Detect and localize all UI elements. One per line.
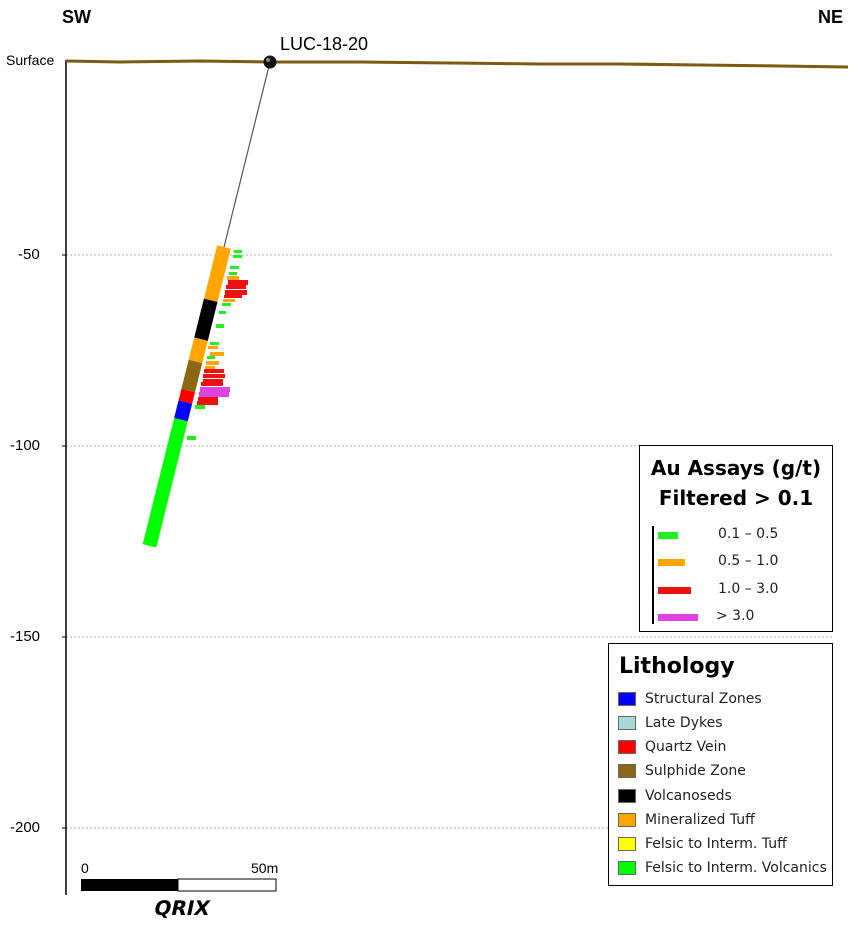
scale-bar-black: [81, 879, 178, 891]
litho-sulphide-zone: [181, 359, 203, 393]
lithology-legend: Lithology Structural Zones Late Dykes Qu…: [608, 643, 833, 886]
tick-label: -200: [10, 819, 41, 836]
lithology-legend-title: Lithology: [619, 654, 735, 679]
tick-label: -100: [10, 437, 41, 454]
assay-bar: [227, 276, 239, 280]
assay-bar: [201, 382, 223, 386]
lithology-legend-item: Sulphide Zone: [618, 763, 828, 781]
assay-swatch-1: [658, 559, 685, 566]
drill-trace: [223, 61, 271, 248]
lithology-legend-label: Felsic to Interm. Volcanics: [645, 860, 827, 876]
assay-legend-item: 0.1 – 0.5: [658, 526, 828, 546]
assay-bar: [210, 352, 224, 356]
lithology-legend-item: Volcanoseds: [618, 788, 828, 806]
surface-line: [65, 59, 849, 69]
surface-label: Surface: [6, 52, 55, 68]
assay-bar: [229, 272, 237, 275]
assay-bar: [204, 369, 224, 373]
litho-swatch-5: [618, 813, 636, 827]
litho-structural-zone: [174, 400, 193, 422]
assay-legend-item: > 3.0: [658, 608, 828, 628]
assay-bar: [198, 397, 218, 401]
assay-bar: [234, 250, 242, 253]
assay-legend: Au Assays (g/t) Filtered > 0.1 0.1 – 0.5…: [639, 445, 833, 632]
assay-bar: [208, 346, 218, 349]
lithology-legend-label: Volcanoseds: [645, 788, 732, 804]
tick-label: -150: [10, 628, 41, 645]
assay-bar: [195, 405, 205, 409]
litho-swatch-7: [618, 861, 636, 875]
assay-bar: [216, 324, 224, 328]
qrix-logo: QRIX: [152, 896, 213, 920]
orientation-left: SW: [62, 7, 91, 27]
assay-bar: [230, 266, 239, 269]
lithology-legend-label: Structural Zones: [645, 691, 762, 707]
assay-swatch-2: [658, 587, 691, 594]
lithology-column: [142, 245, 231, 548]
assay-legend-subtitle: Filtered > 0.1: [658, 486, 814, 510]
litho-felsic-volcanics: [142, 418, 188, 548]
assay-bar: [225, 290, 247, 295]
assay-bar: [224, 295, 242, 298]
lithology-legend-label: Late Dykes: [645, 715, 723, 731]
assay-bar: [226, 285, 246, 289]
assay-legend-label: 0.5 – 1.0: [718, 553, 779, 569]
assay-bar: [207, 356, 215, 359]
orientation-right: NE: [818, 7, 844, 27]
litho-swatch-1: [618, 716, 636, 730]
lithology-legend-item: Mineralized Tuff: [618, 812, 828, 830]
assay-bar: [222, 303, 231, 306]
litho-swatch-0: [618, 692, 636, 706]
litho-volcanoseds: [194, 298, 218, 341]
assay-bar: [219, 311, 226, 314]
assay-legend-item: 1.0 – 3.0: [658, 581, 828, 601]
assay-bar: [199, 392, 229, 397]
assay-bar: [200, 387, 230, 392]
lithology-legend-label: Sulphide Zone: [645, 763, 746, 779]
litho-swatch-6: [618, 837, 636, 851]
assay-legend-axis: [652, 526, 654, 624]
assay-bar: [187, 436, 196, 440]
lithology-legend-item: Structural Zones: [618, 691, 828, 709]
litho-quartz-vein: [178, 388, 195, 404]
lithology-legend-label: Mineralized Tuff: [645, 812, 755, 828]
assay-swatch-0: [658, 532, 678, 539]
lithology-legend-item: Late Dykes: [618, 715, 828, 733]
litho-swatch-3: [618, 764, 636, 778]
assay-legend-item: 0.5 – 1.0: [658, 553, 828, 573]
assay-bar: [203, 374, 225, 378]
tick-label: -50: [18, 246, 40, 263]
assay-bar: [210, 342, 219, 345]
scale-bar-white: [177, 878, 277, 892]
litho-mineralized-tuff: [203, 245, 231, 303]
collar-marker: [263, 55, 277, 69]
assay-bar: [203, 379, 223, 382]
litho-swatch-4: [618, 789, 636, 803]
scale-bar-start-label: 0: [81, 860, 89, 876]
assay-legend-label: 0.1 – 0.5: [718, 526, 779, 542]
assay-bar: [206, 361, 219, 365]
lithology-legend-item: Quartz Vein: [618, 739, 828, 757]
assay-legend-label: > 3.0: [716, 608, 755, 624]
lithology-legend-item: Felsic to Interm. Volcanics: [618, 860, 828, 878]
logo-text: QRIX: [152, 896, 213, 920]
litho-swatch-2: [618, 740, 636, 754]
assay-bar: [197, 401, 218, 405]
scale-bar-end-label: 50m: [251, 860, 279, 876]
hole-name: LUC-18-20: [280, 34, 369, 54]
assay-bar: [223, 299, 235, 302]
lithology-legend-label: Felsic to Interm. Tuff: [645, 836, 787, 852]
assay-legend-label: 1.0 – 3.0: [718, 581, 779, 597]
assay-legend-title: Au Assays (g/t): [650, 456, 822, 480]
assay-swatch-3: [658, 614, 698, 621]
scale-bar: [81, 878, 277, 892]
lithology-legend-item: Felsic to Interm. Tuff: [618, 836, 828, 854]
lithology-legend-label: Quartz Vein: [645, 739, 727, 755]
assay-bar: [228, 280, 248, 285]
assay-bar: [205, 366, 215, 369]
assay-bar: [233, 255, 242, 258]
litho-mineralized-tuff: [188, 337, 208, 364]
assay-bars: [187, 250, 248, 440]
